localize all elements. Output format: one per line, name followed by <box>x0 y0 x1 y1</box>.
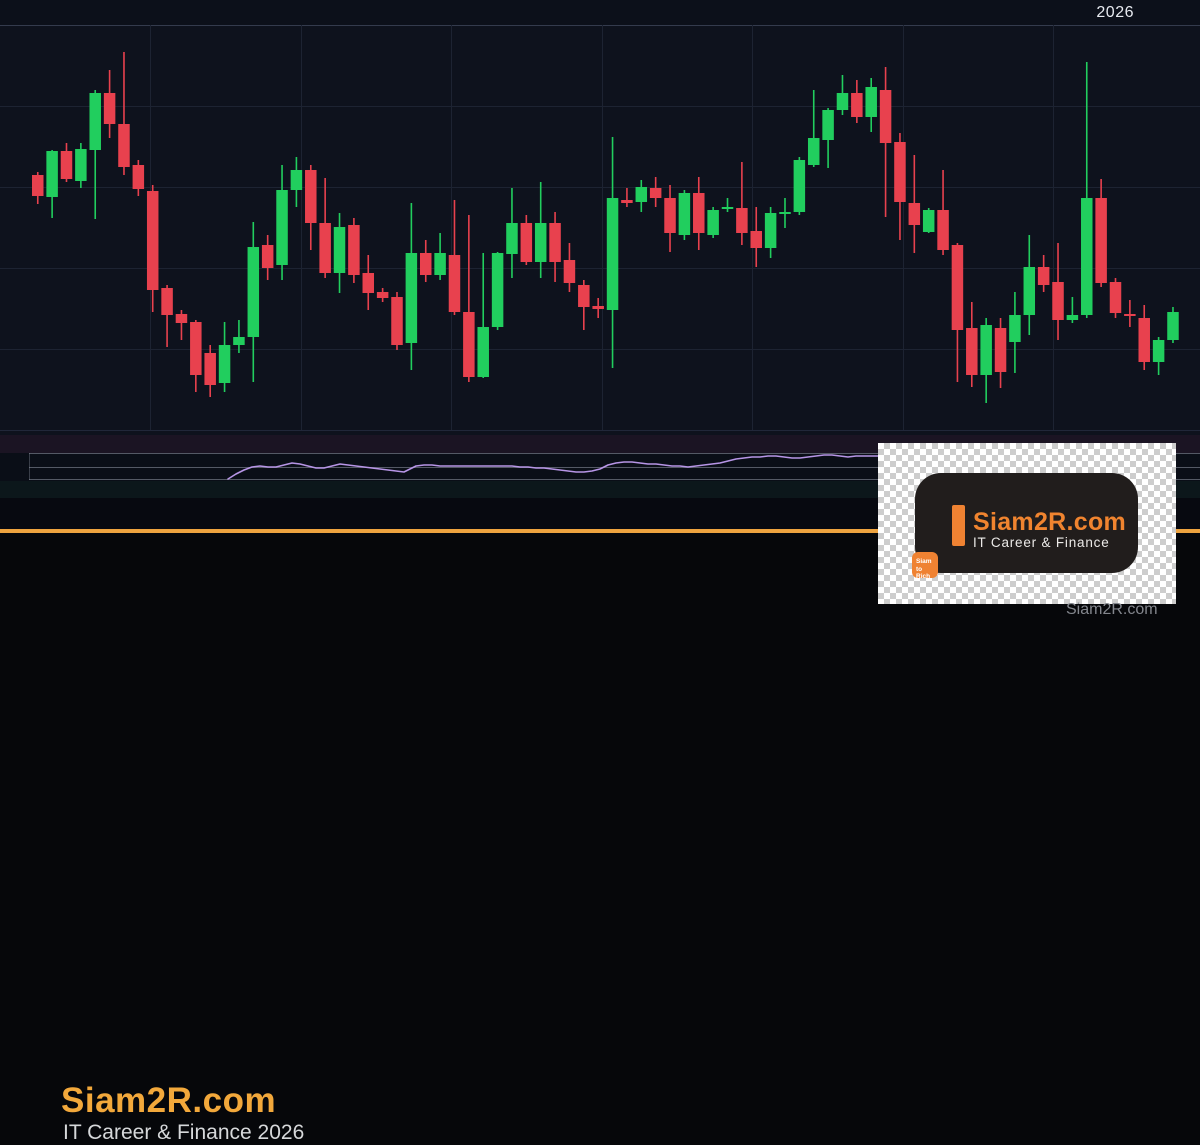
siam-to-rich-chip: Siam to Rich <box>912 552 938 581</box>
chip-line-1: Siam <box>916 558 932 565</box>
header-divider <box>0 25 1200 26</box>
candles-svg <box>0 25 1200 430</box>
logo-accent-bar-icon <box>952 505 965 546</box>
logo-card: Siam2R.com IT Career & Finance <box>915 473 1138 573</box>
year-label: 2026 <box>1096 4 1134 21</box>
chart-bottom-gap <box>0 431 1200 435</box>
indicator-gridline-top <box>29 453 1200 454</box>
watermark: Siam2R.com <box>1066 601 1158 618</box>
candlestick-chart <box>0 25 1200 431</box>
chart-header: 2026 <box>0 0 1200 25</box>
logo-subtitle: IT Career & Finance <box>973 535 1110 550</box>
logo-image-transparent-bg: Siam2R.com IT Career & Finance Siam to R… <box>878 443 1176 604</box>
accent-divider <box>0 529 1200 533</box>
brand-tagline: IT Career & Finance 2026 <box>63 1121 305 1144</box>
indicator-axis-tick <box>29 453 30 480</box>
chip-line-2: to Rich <box>916 565 931 581</box>
logo-title: Siam2R.com <box>973 508 1127 536</box>
brand-title: Siam2R.com <box>61 1081 277 1120</box>
